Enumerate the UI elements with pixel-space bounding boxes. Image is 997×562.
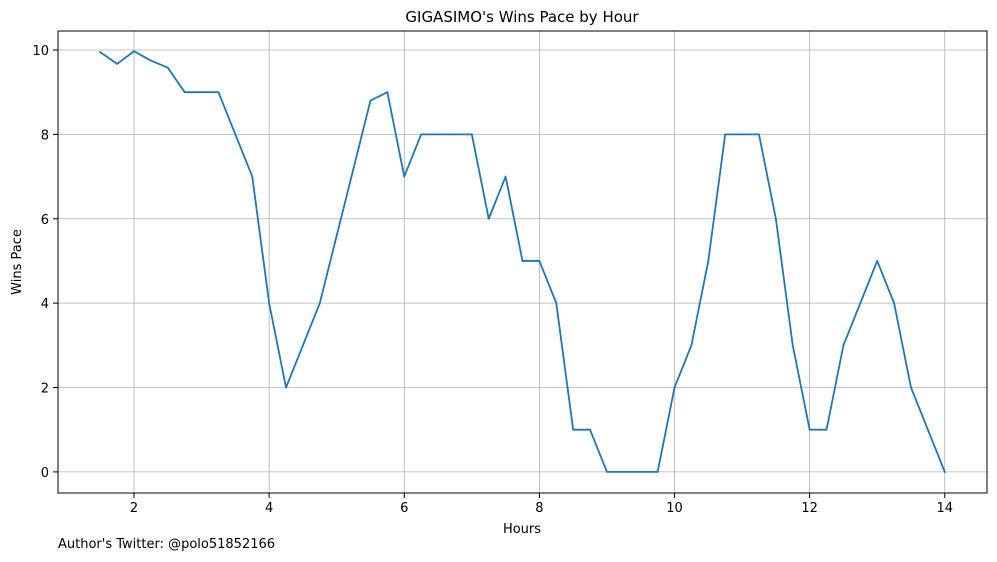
x-tick-label: 6 xyxy=(400,501,408,516)
data-point xyxy=(656,471,659,473)
data-point xyxy=(774,217,777,220)
data-point xyxy=(437,133,439,136)
data-point xyxy=(386,91,389,94)
x-tick-label: 14 xyxy=(936,501,953,516)
x-tick-label: 10 xyxy=(666,501,683,516)
data-point xyxy=(673,386,676,389)
data-point xyxy=(926,428,929,431)
data-point xyxy=(504,175,507,178)
x-tick-label: 4 xyxy=(265,501,273,516)
author-credit: Author's Twitter: @polo51852166 xyxy=(58,537,276,552)
data-point xyxy=(741,133,743,136)
chart-title: GIGASIMO's Wins Pace by Hour xyxy=(405,8,639,26)
data-point xyxy=(589,428,591,431)
data-point xyxy=(285,386,287,389)
data-point xyxy=(318,302,321,305)
data-point xyxy=(352,167,355,170)
data-point xyxy=(302,344,304,347)
data-point xyxy=(555,302,558,305)
data-point xyxy=(133,50,135,53)
data-point xyxy=(335,234,338,237)
grid xyxy=(58,31,987,493)
data-point xyxy=(99,51,102,53)
data-point xyxy=(910,386,912,389)
data-point xyxy=(234,133,237,136)
data-point xyxy=(454,133,456,136)
data-point xyxy=(943,471,946,473)
data-point xyxy=(842,344,845,347)
data-point xyxy=(724,133,727,136)
plot-area xyxy=(98,50,946,474)
data-point xyxy=(758,133,760,136)
data-point xyxy=(606,471,608,473)
data-point xyxy=(521,260,524,262)
y-tick-label: 0 xyxy=(41,466,49,481)
x-axis-label: Hours xyxy=(503,522,541,537)
data-point xyxy=(403,175,406,178)
data-point xyxy=(420,133,423,136)
data-point xyxy=(622,471,625,473)
data-point xyxy=(572,428,575,431)
y-axis-label: Wins Pace xyxy=(10,229,25,295)
data-point xyxy=(690,344,693,347)
data-point xyxy=(893,302,895,305)
y-axis-ticks: 0 2 4 6 8 10 xyxy=(32,44,58,481)
data-point xyxy=(538,260,541,262)
data-point xyxy=(707,260,710,262)
data-point xyxy=(859,302,862,305)
data-point xyxy=(116,63,119,65)
data-point xyxy=(487,217,490,220)
x-tick-label: 12 xyxy=(801,501,818,516)
data-point xyxy=(166,66,169,69)
data-point xyxy=(251,175,254,178)
data-point xyxy=(150,59,152,62)
data-point xyxy=(217,91,220,94)
x-tick-label: 8 xyxy=(535,501,543,516)
y-tick-label: 8 xyxy=(41,128,49,143)
data-point xyxy=(200,91,203,94)
y-tick-label: 10 xyxy=(32,44,49,59)
data-point xyxy=(791,344,794,347)
data-point xyxy=(369,99,372,102)
data-point xyxy=(470,133,473,136)
data-point xyxy=(825,428,828,431)
axes-frame xyxy=(57,30,988,494)
data-point xyxy=(183,91,186,94)
y-tick-label: 4 xyxy=(41,297,49,312)
data-point xyxy=(808,428,811,431)
x-axis-ticks: 2 4 6 8 10 12 14 xyxy=(130,493,953,516)
data-point xyxy=(876,260,879,262)
x-tick-label: 2 xyxy=(130,501,138,516)
data-point xyxy=(268,302,271,305)
y-tick-label: 6 xyxy=(41,213,49,228)
y-tick-label: 2 xyxy=(41,382,49,397)
data-point xyxy=(639,471,642,473)
